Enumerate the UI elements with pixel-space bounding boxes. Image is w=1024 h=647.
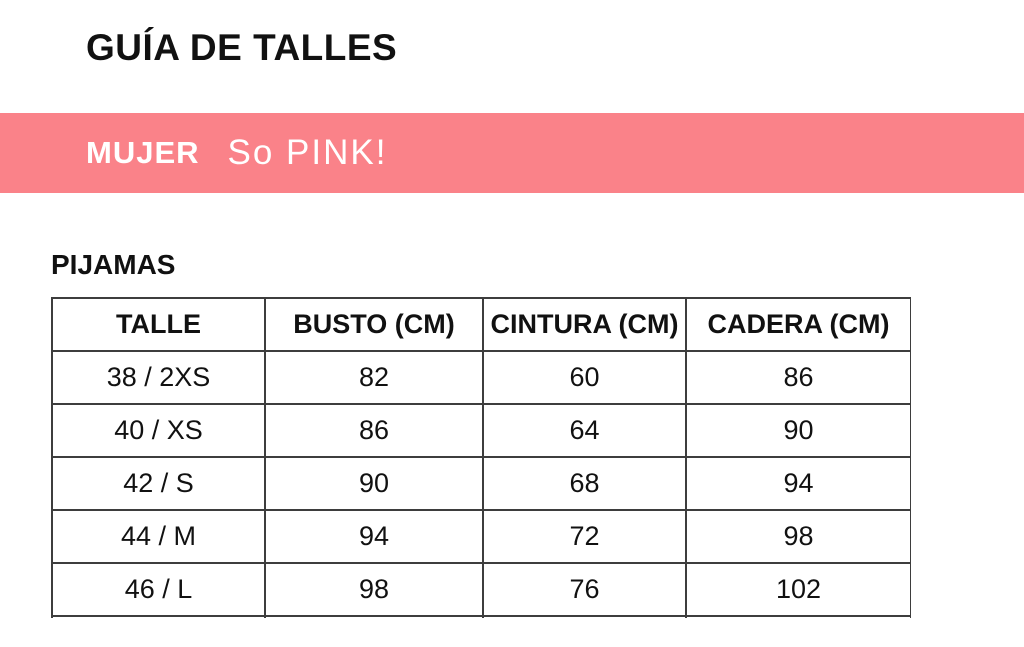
cell-busto: 86 [264,403,484,458]
page-title: GUÍA DE TALLES [86,27,398,68]
table-row: 44 / M 94 72 98 [51,509,911,564]
cell-talle: 44 / M [51,509,266,564]
cell-cadera: 90 [685,403,911,458]
column-header-busto: BUSTO (CM) [264,297,484,352]
cell-cintura: 64 [482,403,687,458]
category-label: MUJER [86,135,200,170]
cell-busto: 82 [264,350,484,405]
table-row: 46 / L 98 76 102 [51,562,911,617]
cell-talle: 46 / L [51,562,266,617]
cell-busto: 90 [264,456,484,511]
cell-cadera: 98 [685,509,911,564]
table-row: 38 / 2XS 82 60 86 [51,350,911,405]
cell-cintura: 72 [482,509,687,564]
brand-logo: So PINK! [227,133,388,172]
cell-cintura: 76 [482,562,687,617]
cell-cadera: 86 [685,350,911,405]
cell-cintura [482,615,687,618]
cell-cadera: 102 [685,562,911,617]
section-title: PIJAMAS [51,249,176,280]
cell-cintura: 68 [482,456,687,511]
column-header-cintura: CINTURA (CM) [482,297,687,352]
cell-cintura: 60 [482,350,687,405]
cell-talle: 38 / 2XS [51,350,266,405]
table-row: 40 / XS 86 64 90 [51,403,911,458]
size-table-container: TALLE BUSTO (CM) CINTURA (CM) CADERA (CM… [51,297,911,618]
column-header-talle: TALLE [51,297,266,352]
cell-busto: 94 [264,509,484,564]
cell-talle: 40 / XS [51,403,266,458]
cell-busto: 98 [264,562,484,617]
category-banner: MUJER So PINK! [0,113,1024,193]
cell-cadera [685,615,911,618]
column-header-cadera: CADERA (CM) [685,297,911,352]
size-table: TALLE BUSTO (CM) CINTURA (CM) CADERA (CM… [51,297,911,618]
cell-talle: 42 / S [51,456,266,511]
cell-cadera: 94 [685,456,911,511]
table-row: 42 / S 90 68 94 [51,456,911,511]
table-header-row: TALLE BUSTO (CM) CINTURA (CM) CADERA (CM… [51,297,911,352]
table-row-partial [51,615,911,618]
cell-talle [51,615,266,618]
cell-busto [264,615,484,618]
